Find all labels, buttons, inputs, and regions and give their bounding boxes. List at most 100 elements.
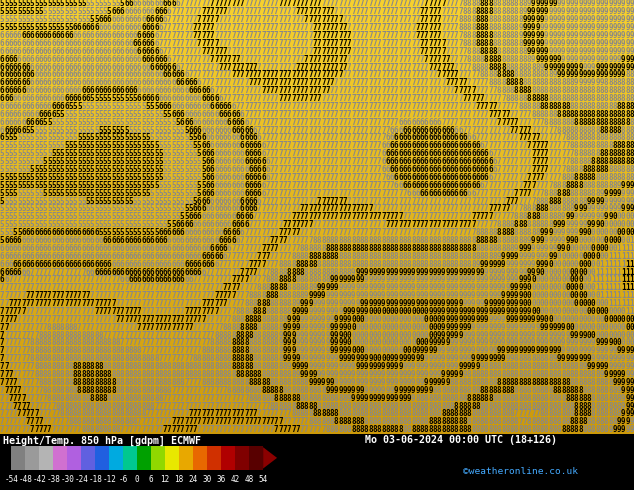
Text: 6: 6 (441, 157, 446, 166)
Text: 9: 9 (424, 299, 429, 308)
Text: 7: 7 (411, 94, 416, 103)
Text: 7: 7 (295, 94, 300, 103)
Text: 7: 7 (394, 102, 399, 111)
Text: 7: 7 (561, 133, 566, 143)
Text: 5: 5 (154, 149, 158, 158)
Text: 6: 6 (120, 54, 124, 64)
Text: 5: 5 (150, 165, 155, 174)
Text: 8: 8 (47, 323, 51, 332)
Text: 7: 7 (261, 204, 266, 214)
Text: 9: 9 (527, 252, 531, 261)
Text: 8: 8 (86, 401, 90, 411)
Text: 9: 9 (342, 339, 347, 347)
Text: 5: 5 (56, 133, 60, 143)
Text: 5: 5 (180, 196, 184, 206)
Text: 7: 7 (295, 102, 300, 111)
Text: 8: 8 (625, 133, 630, 143)
Text: 7: 7 (454, 23, 458, 32)
Text: 9: 9 (356, 283, 360, 293)
Text: 6: 6 (171, 0, 176, 8)
Text: 7: 7 (231, 291, 236, 300)
Text: 8: 8 (458, 260, 463, 269)
Text: 7: 7 (257, 78, 261, 87)
Text: 9: 9 (462, 362, 467, 371)
Text: 8: 8 (544, 78, 548, 87)
Text: 7: 7 (244, 283, 249, 293)
Text: 7: 7 (385, 181, 390, 190)
Text: 8: 8 (359, 425, 365, 434)
Text: 0: 0 (373, 323, 377, 332)
Text: 9: 9 (604, 339, 609, 347)
Text: 7: 7 (167, 15, 172, 24)
Text: 6: 6 (77, 39, 82, 48)
Text: 9: 9 (342, 315, 347, 324)
Text: 7: 7 (197, 323, 202, 332)
Text: 7: 7 (111, 291, 116, 300)
Text: 8: 8 (505, 378, 510, 387)
Text: 7: 7 (441, 23, 446, 32)
Text: 5: 5 (98, 181, 103, 190)
Text: 8: 8 (569, 410, 574, 418)
Text: 9: 9 (471, 299, 476, 308)
Text: 7: 7 (471, 220, 476, 229)
Text: 8: 8 (145, 362, 150, 371)
Text: 9: 9 (522, 323, 527, 332)
Text: 9: 9 (535, 331, 540, 340)
Text: 9: 9 (621, 23, 626, 32)
Text: 6: 6 (73, 260, 77, 269)
Text: 8: 8 (569, 378, 574, 387)
Text: 6: 6 (90, 23, 94, 32)
Text: 9: 9 (552, 7, 557, 16)
Text: 7: 7 (235, 260, 240, 269)
Text: 7: 7 (176, 401, 180, 411)
Text: 7: 7 (176, 31, 180, 40)
Text: 7: 7 (356, 196, 360, 206)
Text: 8: 8 (548, 393, 553, 403)
Text: 9: 9 (390, 378, 394, 387)
Text: 7: 7 (462, 212, 467, 221)
Text: 8: 8 (150, 370, 155, 379)
Text: 7: 7 (266, 7, 270, 16)
Text: 7: 7 (411, 220, 416, 229)
Text: 7: 7 (339, 102, 343, 111)
Text: 7: 7 (235, 268, 240, 276)
Text: 5: 5 (4, 204, 9, 214)
Text: 9: 9 (497, 307, 501, 316)
Text: 5: 5 (68, 102, 73, 111)
Text: 6: 6 (428, 165, 433, 174)
Text: 6: 6 (34, 252, 39, 261)
Text: 0: 0 (617, 212, 621, 221)
Text: 9: 9 (625, 362, 630, 371)
Text: 0: 0 (403, 323, 407, 332)
Text: 8: 8 (630, 173, 634, 182)
Text: 8: 8 (630, 149, 634, 158)
Text: 6: 6 (266, 157, 270, 166)
Text: 7: 7 (235, 252, 240, 261)
Text: 8: 8 (445, 425, 450, 434)
Text: 8: 8 (518, 78, 523, 87)
Text: 7: 7 (295, 220, 300, 229)
Text: 7: 7 (342, 189, 347, 197)
Text: 7: 7 (510, 141, 514, 150)
Text: 7: 7 (420, 228, 424, 237)
Text: 0: 0 (347, 323, 351, 332)
Text: 8: 8 (107, 386, 112, 395)
Text: 9: 9 (415, 283, 420, 293)
Text: 8: 8 (552, 393, 557, 403)
Text: 7: 7 (210, 283, 214, 293)
Text: 6: 6 (8, 86, 13, 95)
Text: 6: 6 (86, 47, 90, 56)
Text: 8: 8 (522, 393, 527, 403)
Text: 7: 7 (287, 157, 292, 166)
Text: 6: 6 (210, 244, 214, 253)
Text: 8: 8 (617, 133, 621, 143)
Text: 7: 7 (42, 299, 48, 308)
Text: 6: 6 (51, 47, 56, 56)
Text: 8: 8 (569, 386, 574, 395)
Text: 8: 8 (115, 370, 120, 379)
Text: 7: 7 (330, 125, 334, 135)
Text: 9: 9 (454, 370, 458, 379)
Text: 9: 9 (621, 7, 626, 16)
Text: 9: 9 (339, 362, 343, 371)
Text: 7: 7 (218, 63, 223, 72)
